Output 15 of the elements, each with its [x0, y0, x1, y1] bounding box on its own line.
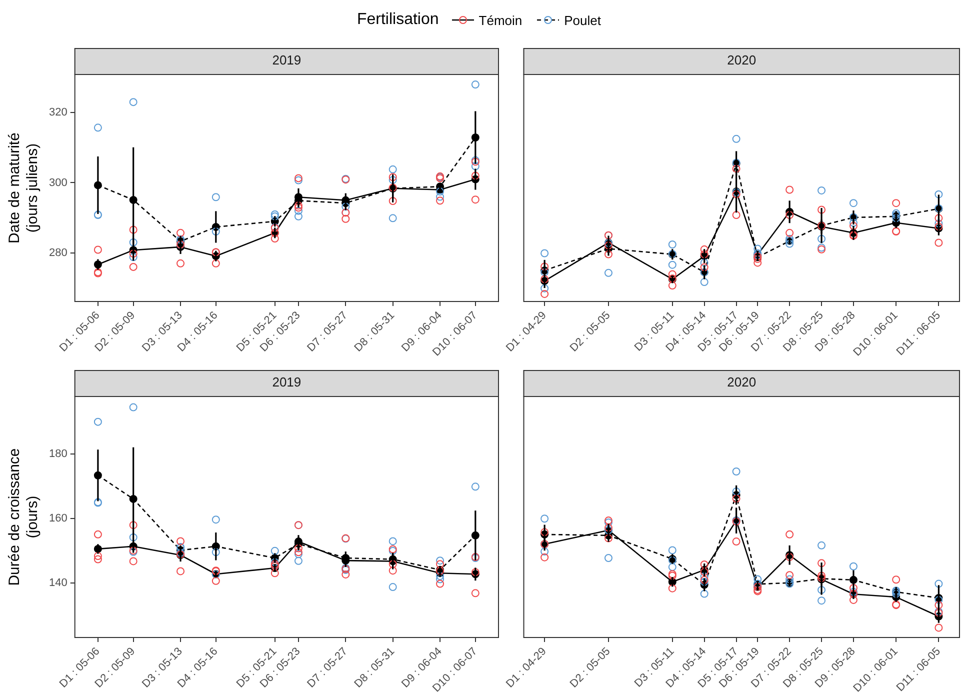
chart-title: 2019 [272, 374, 302, 390]
y-tick-label: 280 [48, 246, 68, 259]
legend-label: Poulet [563, 12, 602, 28]
chart-title: 2020 [727, 52, 756, 68]
y-tick-label: 140 [48, 577, 68, 590]
y-tick-label: 320 [48, 106, 68, 119]
chart-title: 2019 [272, 52, 302, 68]
legend-title: Fertilisation [356, 11, 439, 29]
y-axis-title: Date de maturité (jours juliens) [6, 132, 42, 244]
chart-title: 2020 [727, 374, 756, 390]
y-tick-label: 300 [48, 176, 68, 189]
y-axis-title: Durée de croissance (jours) [6, 448, 42, 586]
y-tick-label: 160 [48, 512, 68, 525]
legend-label: Témoin [478, 12, 522, 28]
y-tick-label: 180 [48, 448, 68, 460]
